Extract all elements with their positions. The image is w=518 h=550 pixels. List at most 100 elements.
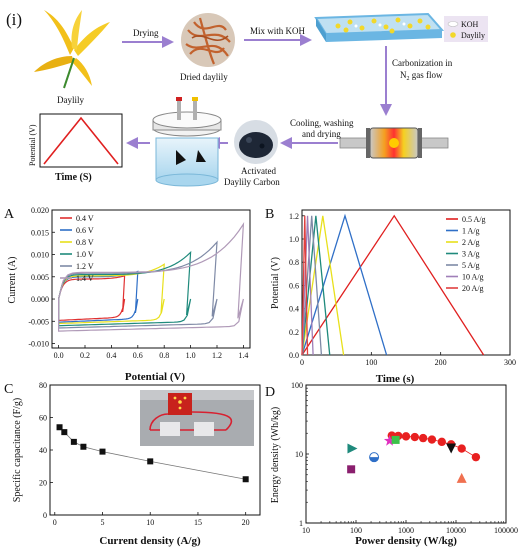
cv-curve-0.8v: [58, 263, 165, 325]
capacitance-point: [70, 438, 77, 445]
panel-d-letter: D: [265, 385, 275, 400]
gcd-curve-5ag: [301, 215, 323, 356]
comparison-triangle-right: [347, 443, 358, 454]
x-tick-label: 10: [146, 518, 154, 527]
x-tick-label: 100: [365, 358, 377, 367]
y-tick-label: 80: [39, 381, 47, 390]
x-tick-label: 0.0: [54, 351, 64, 360]
legend-label: 0.4 V: [76, 214, 94, 223]
x-tick-label: 10: [302, 526, 310, 535]
gcd-curve-10ag: [301, 215, 314, 356]
cv-curve-1.0v: [58, 250, 192, 327]
comparison-star: [383, 434, 396, 446]
tube-furnace-icon: [339, 127, 449, 159]
x-axis-label: Time (s): [376, 373, 415, 385]
legend-label: 0.6 V: [76, 226, 94, 235]
legend-label: 1.0 V: [76, 250, 94, 259]
gcd-curve-0.5ag: [301, 214, 485, 356]
comparison-half-circle-fill: [369, 457, 379, 462]
x-tick-label: 1.4: [238, 351, 248, 360]
test-cell-icon: [152, 97, 222, 187]
y-axis-label: Potential (V): [270, 257, 281, 309]
capacitance-point: [147, 458, 154, 465]
legend-label: 10 A/g: [462, 273, 484, 282]
activated-label-1: Activated: [241, 166, 276, 176]
cooling-label-1: Cooling, washing: [290, 118, 354, 128]
x-tick-label: 0: [53, 518, 57, 527]
plot-frame: [51, 209, 251, 349]
x-tick-label: 15: [194, 518, 202, 527]
x-tick-label: 0.8: [159, 351, 169, 360]
y-axis-label: Current (A): [7, 257, 18, 304]
carbonization-label-1: Carbonization in: [392, 58, 453, 68]
daylily-label: Daylily: [57, 95, 84, 105]
cv-curve-1.4v: [58, 222, 245, 332]
this-work-point: [418, 433, 428, 443]
y-tick-label: 1.0: [289, 235, 299, 244]
gcd-curve-20ag: [301, 215, 309, 356]
x-tick-label: 300: [504, 358, 516, 367]
x-tick-label: 0.2: [80, 351, 90, 360]
cv-curve-0.4v: [58, 275, 126, 322]
legend-koh: KOH: [461, 20, 479, 29]
y-tick-label: 0.0: [289, 351, 299, 360]
panel-a-letter: A: [4, 207, 15, 222]
mini-ylabel: Potential (V): [28, 124, 37, 166]
y-tick-label: 20: [39, 479, 47, 488]
comparison-triangle-down: [446, 443, 457, 454]
x-tick-label: 100: [350, 526, 362, 535]
panel-i: (i) Daylily Drying Dried daylily Mix wit…: [6, 10, 488, 187]
gcd-chart-b: 0 100 200 300 0.0 0.2 0.4 0.6 0.8 1.0 1.2 Time (s) P…: [270, 209, 516, 385]
activated-carbon-icon: [234, 120, 278, 164]
y-tick-label: 40: [39, 446, 47, 455]
y-tick-label: 60: [39, 414, 47, 423]
legend-label: 1.2 V: [76, 262, 94, 271]
y-tick-label: 100: [291, 381, 303, 390]
y-axis-label: Specific capacitance (F/g): [12, 398, 23, 502]
this-work-point: [471, 452, 481, 462]
capacitance-point: [242, 476, 249, 483]
this-work-point: [457, 444, 466, 453]
x-axis-label: Potential (V): [125, 371, 186, 383]
legend-label: 20 A/g: [462, 284, 484, 293]
x-tick-label: 0.6: [133, 351, 143, 360]
legend-label: 2 A/g: [462, 238, 480, 247]
x-axis-label: Power density (W/kg): [355, 535, 457, 547]
legend-daylily: Daylily: [461, 31, 485, 40]
y-tick-label: 0.8: [289, 258, 299, 267]
dried-daylily-label: Dried daylily: [180, 72, 228, 82]
legend-label: 1.4 V: [76, 274, 94, 283]
tray-legend: KOH Daylily: [444, 16, 488, 42]
y-tick-label: 1.2: [289, 212, 299, 221]
x-tick-label: 0: [300, 358, 304, 367]
x-axis-label: Current density (A/g): [99, 535, 201, 547]
y-tick-label: -0.005: [28, 317, 49, 326]
y-tick-label: 0.020: [31, 206, 49, 215]
device-photo-inset: [140, 390, 254, 446]
plot-frame: [301, 209, 511, 356]
y-tick-label: 0.4: [289, 305, 299, 314]
activated-label-2: Daylily Carbon: [224, 177, 280, 187]
cv-curve-1.2v: [58, 240, 218, 329]
y-tick-label: 0.000: [31, 295, 49, 304]
legend-label: 0.5 A/g: [462, 215, 486, 224]
x-tick-label: 200: [435, 358, 447, 367]
y-tick-label: 0.015: [31, 228, 49, 237]
mini-gcd-plot: Potential (V) Time (S): [28, 113, 123, 183]
x-tick-label: 10000: [446, 526, 466, 535]
y-tick-label: 0.6: [289, 281, 299, 290]
y-tick-label: 0.005: [31, 273, 49, 282]
y-tick-label: 0.2: [289, 328, 299, 337]
mini-xlabel: Time (S): [55, 172, 92, 183]
daylily-flower-icon: [34, 10, 110, 89]
this-work-point: [437, 437, 447, 447]
comparison-triangle-up: [456, 472, 467, 483]
y-tick-label: 1: [299, 519, 303, 528]
comparison-square: [391, 435, 400, 444]
this-work-point: [410, 432, 420, 442]
y-tick-label: 10: [295, 450, 303, 459]
y-tick-label: -0.010: [28, 340, 49, 349]
x-tick-label: 100000: [494, 526, 518, 535]
legend-label: 5 A/g: [462, 261, 480, 270]
